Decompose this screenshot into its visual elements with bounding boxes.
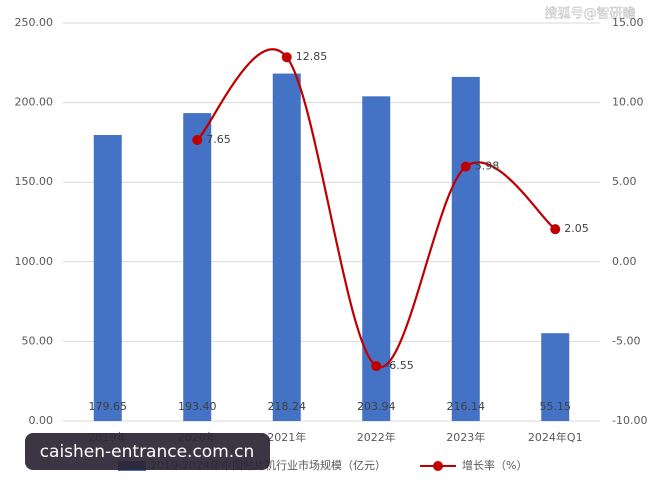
watermark: 搜狐号@智研瞻 bbox=[544, 7, 635, 22]
y2-tick-label: 10.00 bbox=[612, 96, 644, 109]
y2-tick-label: -10.00 bbox=[612, 414, 647, 427]
y-tick-label: 200.00 bbox=[15, 96, 54, 109]
line-value-label: 12.85 bbox=[296, 50, 328, 63]
bar bbox=[362, 96, 391, 422]
line-value-label: -6.55 bbox=[385, 359, 413, 372]
line-value-label: 2.05 bbox=[564, 222, 589, 235]
line-marker bbox=[281, 52, 292, 63]
x-tick-label: 2023年 bbox=[446, 430, 485, 444]
bar-value-label: 203.94 bbox=[357, 400, 396, 413]
bar bbox=[451, 76, 480, 421]
y-tick-label: 250.00 bbox=[15, 16, 54, 29]
line-marker bbox=[371, 361, 382, 372]
line-value-label: 7.65 bbox=[206, 133, 231, 146]
bar-value-label: 179.65 bbox=[89, 400, 128, 413]
line-value-label: 5.98 bbox=[475, 160, 500, 173]
line-marker bbox=[550, 224, 561, 235]
x-tick-label: 2024年Q1 bbox=[528, 430, 583, 444]
bar bbox=[93, 134, 122, 421]
bar bbox=[541, 333, 570, 421]
bar-value-label: 218.24 bbox=[268, 400, 307, 413]
line-marker bbox=[460, 161, 471, 172]
overlay-box bbox=[25, 433, 270, 470]
bar bbox=[183, 113, 212, 421]
overlay-text: caishen-entrance.com.cn bbox=[40, 442, 255, 462]
y-tick-label: 150.00 bbox=[15, 175, 54, 188]
y2-tick-label: -5.00 bbox=[612, 334, 640, 347]
y2-tick-label: 15.00 bbox=[612, 16, 644, 29]
legend-label: 增长率（%） bbox=[462, 458, 527, 472]
bar-value-label: 216.14 bbox=[447, 400, 486, 413]
line-marker bbox=[192, 135, 203, 146]
y-tick-label: 0.00 bbox=[29, 414, 54, 427]
y-tick-label: 100.00 bbox=[15, 255, 54, 268]
y2-tick-label: 0.00 bbox=[612, 255, 637, 268]
x-tick-label: 2021年 bbox=[267, 430, 306, 444]
y2-tick-label: 5.00 bbox=[612, 175, 637, 188]
line bbox=[196, 48, 556, 369]
bar-value-label: 55.15 bbox=[540, 400, 572, 413]
legend-swatch bbox=[433, 461, 443, 471]
y-tick-label: 50.00 bbox=[22, 334, 54, 347]
bar-value-label: 193.40 bbox=[178, 400, 217, 413]
bar bbox=[272, 73, 301, 421]
x-tick-label: 2022年 bbox=[357, 430, 396, 444]
